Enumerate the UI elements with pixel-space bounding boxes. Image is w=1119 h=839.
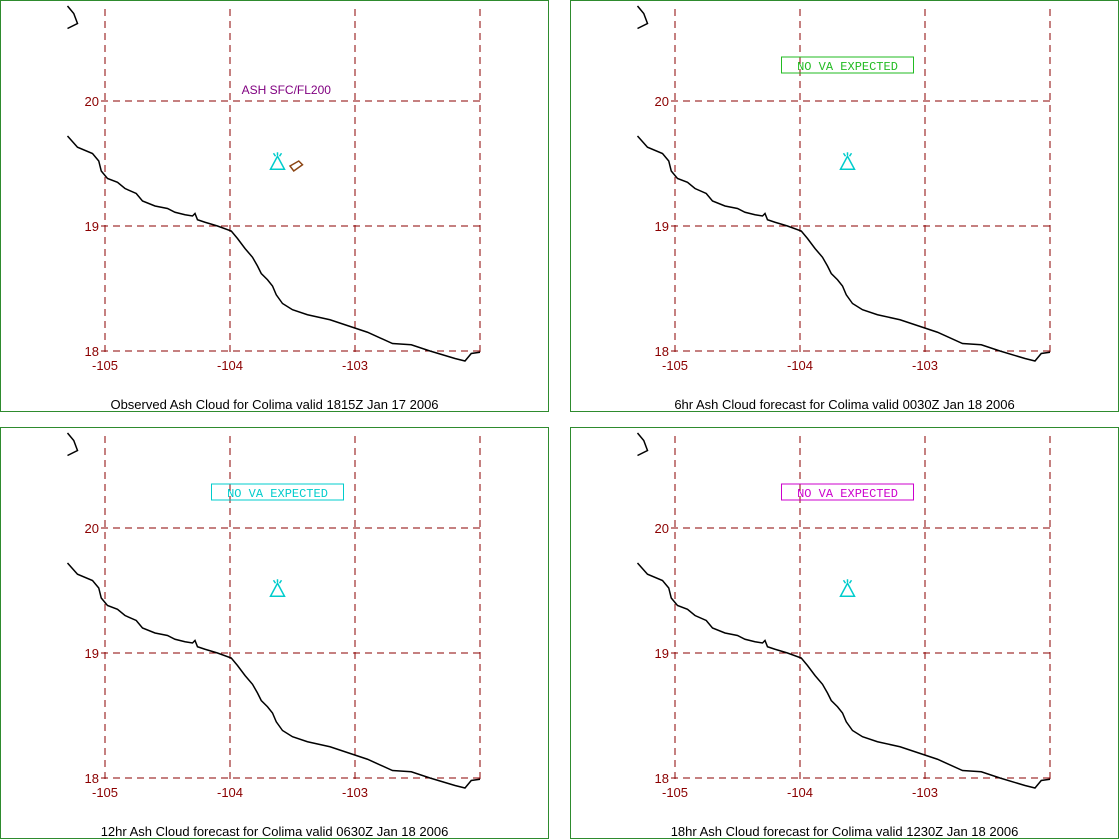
map-canvas: 20 19 18-105 -104 -103 NO VA EXPECTED <box>636 5 1051 373</box>
annotation-text: NO VA EXPECTED <box>227 487 328 501</box>
longitude-label: -105 <box>662 358 688 373</box>
panel-caption: 12hr Ash Cloud forecast for Colima valid… <box>100 824 449 839</box>
map-canvas: 20 19 18-105 -104 -103 ASH SFC/FL200 <box>66 5 481 373</box>
volcano-triangle-icon <box>269 579 286 597</box>
latitude-label: 18 <box>655 771 669 786</box>
latitude-label: 19 <box>655 646 669 661</box>
map-panel-6hr: 20 19 18 -105 -104 -103 NO VA EXPECTED 6hr Ash… <box>570 0 1119 412</box>
latitude-label: 19 <box>85 219 99 234</box>
annotation-box <box>781 483 914 501</box>
latitude-label: 18 <box>85 344 99 359</box>
longitude-label: -105 <box>92 358 118 373</box>
longitude-label: -103 <box>342 358 368 373</box>
coastline-fragment <box>636 432 649 457</box>
panel-caption: 18hr Ash Cloud forecast for Colima valid… <box>670 824 1019 839</box>
latitude-label: 18 <box>85 771 99 786</box>
latitude-label: 20 <box>655 94 669 109</box>
panel-caption: Observed Ash Cloud for Colima valid 1815… <box>110 397 439 412</box>
longitude-label: -104 <box>787 358 813 373</box>
longitude-label: -103 <box>342 785 368 800</box>
volcano-triangle-icon <box>839 579 856 597</box>
ash-cloud-polygon <box>288 160 304 173</box>
coastline <box>66 562 481 789</box>
latitude-label: 20 <box>85 94 99 109</box>
map-canvas: 20 19 18-105 -104 -103 NO VA EXPECTED <box>636 432 1051 800</box>
map-panel-observed: 20 19 18 -105 -104 -103 ASH SFC/FL200 Observed… <box>0 0 549 412</box>
panel-caption: 6hr Ash Cloud forecast for Colima valid … <box>674 397 1015 412</box>
longitude-label: -104 <box>787 785 813 800</box>
map-canvas: 20 19 18-105 -104 -103 NO VA EXPECTED <box>66 432 481 800</box>
map-panel-18hr: 20 19 18 -105 -104 -103 NO VA EXPECTED 18hr As… <box>570 427 1119 839</box>
coastline <box>636 562 1051 789</box>
coastline-fragment <box>636 5 649 30</box>
longitude-label: -103 <box>912 785 938 800</box>
annotation-text: NO VA EXPECTED <box>797 60 898 74</box>
longitude-label: -104 <box>217 785 243 800</box>
longitude-label: -105 <box>92 785 118 800</box>
coastline-fragment <box>66 5 79 30</box>
longitude-label: -104 <box>217 358 243 373</box>
latitude-label: 19 <box>655 219 669 234</box>
volcano-triangle-icon <box>839 152 856 170</box>
coastline <box>636 135 1051 362</box>
longitude-label: -103 <box>912 358 938 373</box>
coastline <box>66 135 481 362</box>
annotation-text: ASH SFC/FL200 <box>242 83 332 97</box>
latitude-label: 20 <box>85 521 99 536</box>
latitude-label: 20 <box>655 521 669 536</box>
coastline-fragment <box>66 432 79 457</box>
longitude-label: -105 <box>662 785 688 800</box>
annotation-box <box>211 483 344 501</box>
annotation-text: NO VA EXPECTED <box>797 487 898 501</box>
annotation-box <box>781 56 914 74</box>
latitude-label: 18 <box>655 344 669 359</box>
latitude-label: 19 <box>85 646 99 661</box>
map-panel-12hr: 20 19 18 -105 -104 -103 NO VA EXPECTED 12hr As… <box>0 427 549 839</box>
volcano-triangle-icon <box>269 152 286 170</box>
